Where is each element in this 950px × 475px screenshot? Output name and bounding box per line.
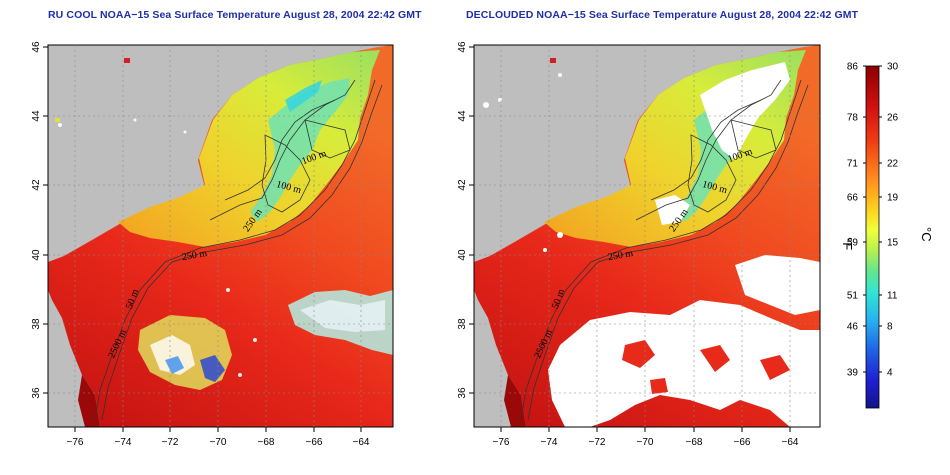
left-lat-tick-label: 44 [31, 110, 42, 122]
left-cloud-specks [58, 118, 257, 377]
right-contour-label: 250 m [607, 248, 634, 263]
fahrenheit-tick-label: 78 [847, 113, 859, 124]
right-map [473, 44, 821, 428]
fahrenheit-tick-label: 51 [847, 291, 859, 302]
colorbar: 86 78 71 66 59 51 46 39 30 26 22 19 15 11 8 4 °F °C [840, 62, 934, 409]
left-lon-tick-label: −74 [115, 437, 132, 448]
axis-labels: −76 −74 −72 −70 −68 −66 −64 36 38 40 42 44 46 −76 −74 −… [31, 41, 799, 448]
fahrenheit-tick-label: 39 [847, 368, 859, 379]
celsius-tick-label: 22 [887, 159, 899, 170]
left-lon-tick-label: −72 [162, 437, 179, 448]
right-lat-tick-label: 38 [457, 318, 468, 330]
celsius-tick-label: 30 [887, 62, 899, 73]
right-lon-tick-label: −64 [782, 437, 799, 448]
left-lon-tick-label: −66 [306, 437, 323, 448]
right-lat-tick-label: 42 [457, 179, 468, 191]
left-lon-tick-label: −64 [353, 437, 370, 448]
right-cloudmask-south [548, 300, 820, 427]
left-contour-label: 250 m [181, 248, 208, 263]
right-cloudmask-east [735, 255, 820, 315]
right-lat-tick-label: 44 [457, 110, 468, 122]
right-graticule [474, 45, 820, 427]
celsius-tick-label: 15 [887, 238, 899, 249]
left-cool-water-region [250, 78, 350, 222]
left-lon-tick-label: −76 [67, 437, 84, 448]
left-bathymetry-contours [94, 79, 383, 421]
left-lat-tick-label: 38 [31, 318, 42, 330]
left-graticule [48, 45, 393, 427]
left-map [47, 44, 394, 428]
right-lat-tick-label: 36 [457, 387, 468, 399]
right-lat-tick-label: 46 [457, 41, 468, 53]
left-lon-tick-label: −68 [258, 437, 275, 448]
fahrenheit-tick-label: 71 [847, 159, 859, 170]
right-lon-tick-label: −76 [493, 437, 510, 448]
right-lon-tick-label: −66 [734, 437, 751, 448]
right-lon-tick-label: −72 [589, 437, 606, 448]
celsius-tick-label: 11 [887, 291, 898, 302]
left-map-title: RU COOL NOAA−15 Sea Surface Temperature … [48, 9, 422, 21]
left-lat-tick-label: 36 [31, 387, 42, 399]
fahrenheit-tick-label: 59 [847, 238, 859, 249]
celsius-tick-label: 19 [887, 193, 899, 204]
celsius-tick-label: 26 [887, 113, 899, 124]
fahrenheit-tick-label: 86 [847, 62, 859, 73]
right-map-title: DECLOUDED NOAA−15 Sea Surface Temperatur… [466, 9, 859, 21]
left-lat-tick-label: 40 [31, 249, 42, 261]
celsius-tick-label: 4 [887, 368, 893, 379]
left-dark-coastal-water [78, 375, 100, 427]
left-lat-tick-label: 42 [31, 179, 42, 191]
colorbar-gradient [865, 65, 880, 409]
right-bathymetry-contours [520, 79, 809, 421]
right-lon-tick-label: −74 [541, 437, 558, 448]
left-lon-tick-label: −70 [210, 437, 227, 448]
right-lon-tick-label: −68 [686, 437, 703, 448]
celsius-tick-label: 8 [887, 322, 893, 333]
fahrenheit-tick-label: 66 [847, 193, 859, 204]
fahrenheit-tick-label: 46 [847, 322, 859, 333]
celsius-unit-label: °C [919, 227, 934, 242]
fahrenheit-unit-label: °F [840, 237, 855, 250]
right-lon-tick-label: −70 [637, 437, 654, 448]
right-dark-coastal-water [504, 375, 526, 427]
right-cloudmask-gulf-of-maine [700, 62, 790, 160]
right-lat-tick-label: 40 [457, 249, 468, 261]
left-lat-tick-label: 46 [31, 41, 42, 53]
